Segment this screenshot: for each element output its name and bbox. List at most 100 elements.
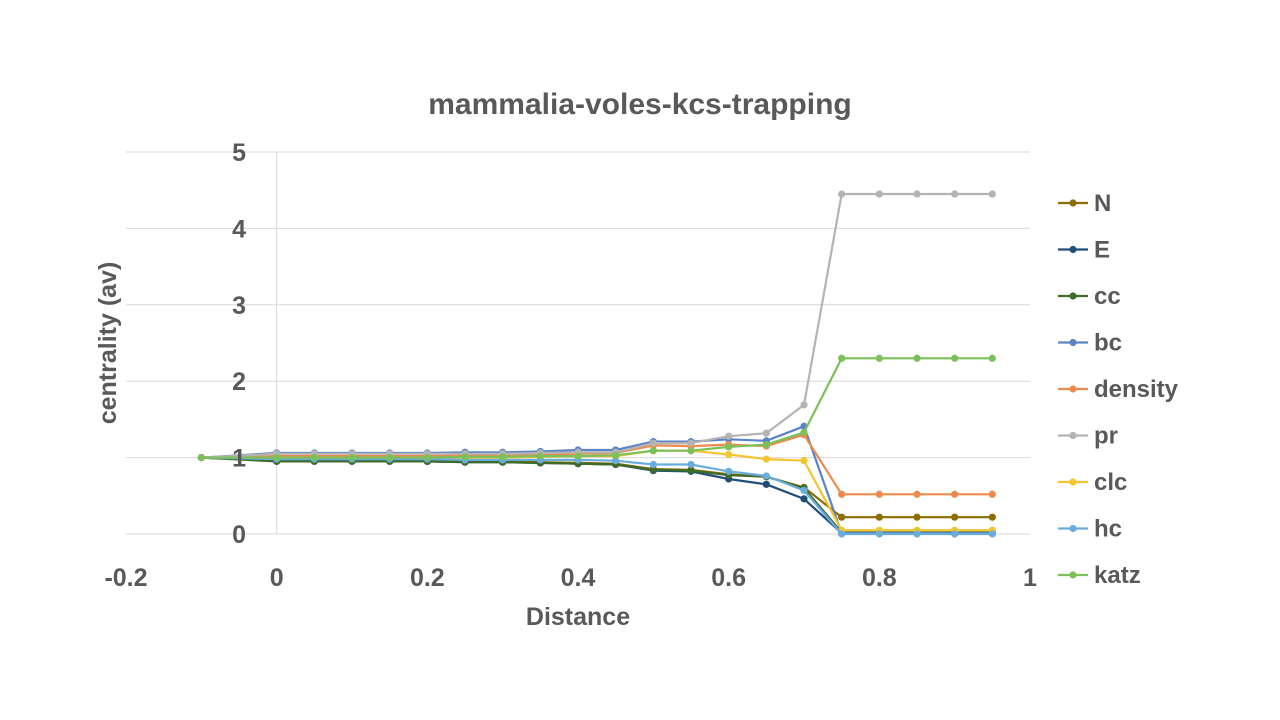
y-tick-label: 1 (232, 445, 246, 473)
legend-item-katz[interactable]: katz (1058, 562, 1141, 589)
data-point (988, 530, 996, 538)
legend-item-cc[interactable]: cc (1058, 283, 1121, 310)
series-line (201, 456, 993, 536)
y-tick-label: 3 (232, 292, 246, 320)
data-point (461, 453, 469, 461)
data-point (612, 457, 620, 465)
data-point (838, 490, 846, 498)
data-point (875, 490, 883, 498)
series-line (201, 192, 993, 459)
data-point (687, 466, 695, 475)
legend-swatch-marker (1069, 478, 1077, 486)
legend-label: bc (1094, 330, 1122, 357)
data-point (499, 453, 507, 461)
legend-swatch-marker (1069, 571, 1077, 579)
data-point (762, 480, 770, 488)
data-point (913, 354, 921, 362)
data-point (951, 513, 959, 521)
data-point (800, 495, 808, 503)
legend-swatch-marker (1069, 385, 1077, 393)
legend-swatch-marker (1069, 431, 1077, 440)
data-point (800, 457, 808, 465)
legend-label: N (1094, 190, 1111, 217)
data-point (875, 530, 883, 538)
data-point (649, 447, 657, 455)
data-point (913, 190, 921, 198)
data-point (386, 454, 394, 462)
data-point (725, 450, 733, 459)
legend-swatch-marker (1069, 199, 1077, 207)
legend-swatch-marker (1069, 245, 1077, 254)
y-tick-label: 0 (232, 521, 246, 549)
series-bc (197, 422, 996, 537)
y-tick-label: 2 (232, 368, 246, 396)
y-axis-title: centrality (av) (94, 262, 122, 425)
data-point (800, 428, 808, 436)
data-point (536, 452, 544, 460)
y-tick-label: 5 (232, 139, 246, 167)
series-line (201, 456, 993, 519)
x-tick-label: 0.6 (711, 564, 746, 592)
data-point (913, 530, 921, 538)
data-point (687, 460, 695, 469)
data-point (762, 441, 770, 449)
grid (126, 151, 1030, 535)
data-point (649, 460, 657, 469)
data-point (574, 452, 582, 460)
data-point (310, 454, 318, 462)
legend-label: pr (1094, 423, 1118, 450)
data-point (687, 447, 695, 455)
x-tick-label: 0 (270, 564, 284, 592)
legend-item-E[interactable]: E (1058, 237, 1110, 264)
data-point (762, 472, 770, 480)
data-point (800, 401, 808, 409)
data-point (838, 513, 846, 521)
legend-item-bc[interactable]: bc (1058, 330, 1122, 357)
data-point (838, 354, 846, 362)
data-point (348, 454, 356, 462)
data-point (875, 190, 883, 198)
legend-item-clc[interactable]: clc (1058, 469, 1127, 496)
series (197, 190, 996, 538)
data-point (762, 429, 770, 437)
data-point (951, 530, 959, 538)
x-tick-label: 1 (1023, 564, 1037, 592)
legend-label: cc (1094, 283, 1121, 310)
data-point (800, 486, 808, 495)
legend-item-hc[interactable]: hc (1058, 516, 1122, 543)
series-katz (197, 354, 996, 462)
data-point (612, 451, 620, 459)
series-line (201, 456, 993, 535)
data-point (988, 190, 996, 198)
legend-label: E (1094, 237, 1110, 264)
tick-labels: 0 1 2 3 4 5 -0.2 0 0.2 0.4 0.6 0.8 1 (104, 139, 1037, 592)
chart-title: mammalia-voles-kcs-trapping (428, 88, 851, 121)
y-tick-label: 4 (232, 215, 246, 243)
legend-label: hc (1094, 516, 1122, 543)
x-tick-label: 0.8 (862, 564, 897, 592)
legend-swatch-marker (1069, 338, 1077, 347)
legend-item-N[interactable]: N (1058, 190, 1111, 217)
data-point (197, 454, 205, 462)
x-axis-title: Distance (526, 603, 630, 631)
legend-label: clc (1094, 469, 1127, 496)
data-point (988, 490, 996, 498)
data-point (875, 513, 883, 521)
series-pr (197, 190, 996, 462)
data-point (951, 354, 959, 362)
data-point (649, 466, 657, 474)
x-tick-label: -0.2 (104, 564, 147, 592)
legend-item-density[interactable]: density (1058, 376, 1179, 403)
data-point (951, 190, 959, 198)
data-point (725, 443, 733, 451)
data-point (725, 432, 733, 440)
data-point (838, 530, 846, 538)
data-point (273, 454, 281, 462)
legend-item-pr[interactable]: pr (1058, 423, 1118, 450)
legend-swatch-marker (1069, 524, 1077, 533)
legend-label: katz (1094, 562, 1141, 589)
data-point (988, 354, 996, 362)
data-point (988, 513, 996, 521)
